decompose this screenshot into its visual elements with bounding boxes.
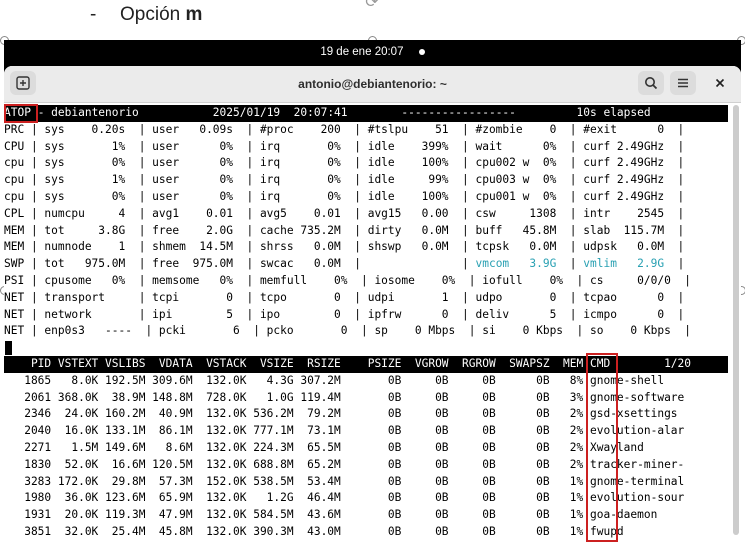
sys-line: PRC | sys 0.20s | user 0.09s | #proc 200…	[4, 122, 685, 136]
process-row: 3851 32.0K 25.4M 45.8M 132.0K 390.3M 43.…	[4, 525, 624, 538]
sys-line: MEM | tot 3.8G | free 2.0G | cache 735.2…	[4, 223, 685, 237]
terminal-content[interactable]: ATOP - debiantenorio 2025/01/19 20:07:41…	[4, 103, 741, 542]
sys-line: cpu | sys 0% | user 0% | irq 0% | idle 1…	[4, 156, 685, 170]
terminal-scrollbar[interactable]	[733, 105, 739, 535]
menu-button[interactable]	[670, 71, 696, 95]
atop-header-line: ATOP - debiantenorio 2025/01/19 20:07:41…	[4, 105, 728, 122]
process-row: 1865 8.0K 192.5M 309.6M 132.0K 4.3G 307.…	[4, 373, 665, 387]
swp-line: SWP | tot 975.0M | free 975.0M | swcac 0…	[4, 256, 684, 273]
sys-line: NET | network | ipi 5 | ipo 0 | ipfrw 0 …	[4, 307, 685, 321]
search-button[interactable]	[638, 71, 664, 95]
process-row: 2061 368.0K 38.9M 148.8M 728.0K 1.0G 119…	[4, 390, 685, 404]
heading-bold: m	[185, 4, 203, 25]
close-button[interactable]	[707, 71, 733, 95]
document-heading: - Opción m	[90, 4, 202, 26]
sys-line: NET | enp0s3 ---- | pcki 6 | pcko 0 | sp…	[4, 324, 692, 338]
clock-time[interactable]: 20:07	[374, 46, 404, 58]
terminal-window: antonio@debiantenorio: ~ ATOP - debiante…	[4, 66, 741, 542]
sys-line: PSI | cpusome 0% | memsome 0% | memfull …	[4, 274, 692, 287]
sys-line: MEM | numnode 1 | shmem 14.5M | shrss 0.…	[4, 240, 685, 254]
window-headerbar: antonio@debiantenorio: ~	[4, 66, 741, 103]
swp-vmcom: vmcom 3.9G	[475, 257, 557, 271]
sys-line: cpu | sys 0% | user 0% | irq 0% | idle 1…	[4, 190, 685, 203]
atop-highlight-box	[4, 104, 38, 123]
process-row: 1980 36.0K 123.6M 65.9M 132.0K 1.2G 46.4…	[4, 491, 685, 505]
status-dot-icon	[418, 48, 425, 55]
clock-date[interactable]: 19 de ene	[320, 46, 372, 58]
atop-header-rest: - debiantenorio 2025/01/19 20:07:41 ----…	[30, 106, 651, 119]
rotate-handle-icon[interactable]: ⟳	[365, 0, 379, 11]
window-title: antonio@debiantenorio: ~	[298, 77, 447, 91]
process-row: 2346 24.0K 160.2M 40.9M 132.0K 536.2M 79…	[4, 407, 678, 421]
hamburger-menu-icon	[678, 78, 688, 88]
process-row: 2271 1.5M 149.6M 8.6M 132.0K 224.3M 65.5…	[4, 441, 644, 454]
process-row: 1830 52.0K 16.6M 120.5M 132.0K 688.8M 65…	[4, 457, 685, 471]
sys-line: NET | transport | tcpi 0 | tcpo 0 | udpi…	[4, 290, 685, 304]
sys-line: cpu | sys 1% | user 0% | irq 0% | idle 9…	[4, 173, 685, 187]
new-tab-icon	[16, 76, 30, 90]
system-topbar: 19 de ene 20:07	[4, 40, 741, 64]
mem-column-highlight-box	[586, 353, 618, 542]
process-row: 1931 20.0K 119.3M 47.9M 132.0K 584.5M 43…	[4, 508, 658, 522]
process-table-header: PID VSTEXT VSLIBS VDATA VSTACK VSIZE RSI…	[4, 356, 728, 373]
heading-prefix: Opción	[120, 4, 186, 25]
process-row: 2040 16.0K 133.1M 86.1M 132.0K 777.1M 73…	[4, 424, 685, 438]
process-row: 3283 172.0K 29.8M 57.3M 152.0K 538.5M 53…	[4, 474, 685, 488]
terminal-cursor	[5, 341, 12, 355]
swp-mid: |	[556, 257, 584, 271]
swp-post: |	[664, 257, 685, 271]
search-icon	[645, 77, 658, 90]
new-tab-button[interactable]	[10, 71, 36, 95]
swp-vmlim: vmlim 2.9G	[583, 257, 665, 271]
close-icon	[715, 78, 725, 88]
atop-tag: ATOP	[4, 106, 31, 119]
sys-line: CPU | sys 1% | user 0% | irq 0% | idle 3…	[4, 139, 685, 153]
sys-line: CPL | numcpu 4 | avg1 0.01 | avg5 0.01 |…	[4, 206, 685, 220]
swp-pre: SWP | tot 975.0M | free 975.0M | swcac 0…	[4, 257, 476, 271]
bullet: -	[90, 4, 97, 25]
